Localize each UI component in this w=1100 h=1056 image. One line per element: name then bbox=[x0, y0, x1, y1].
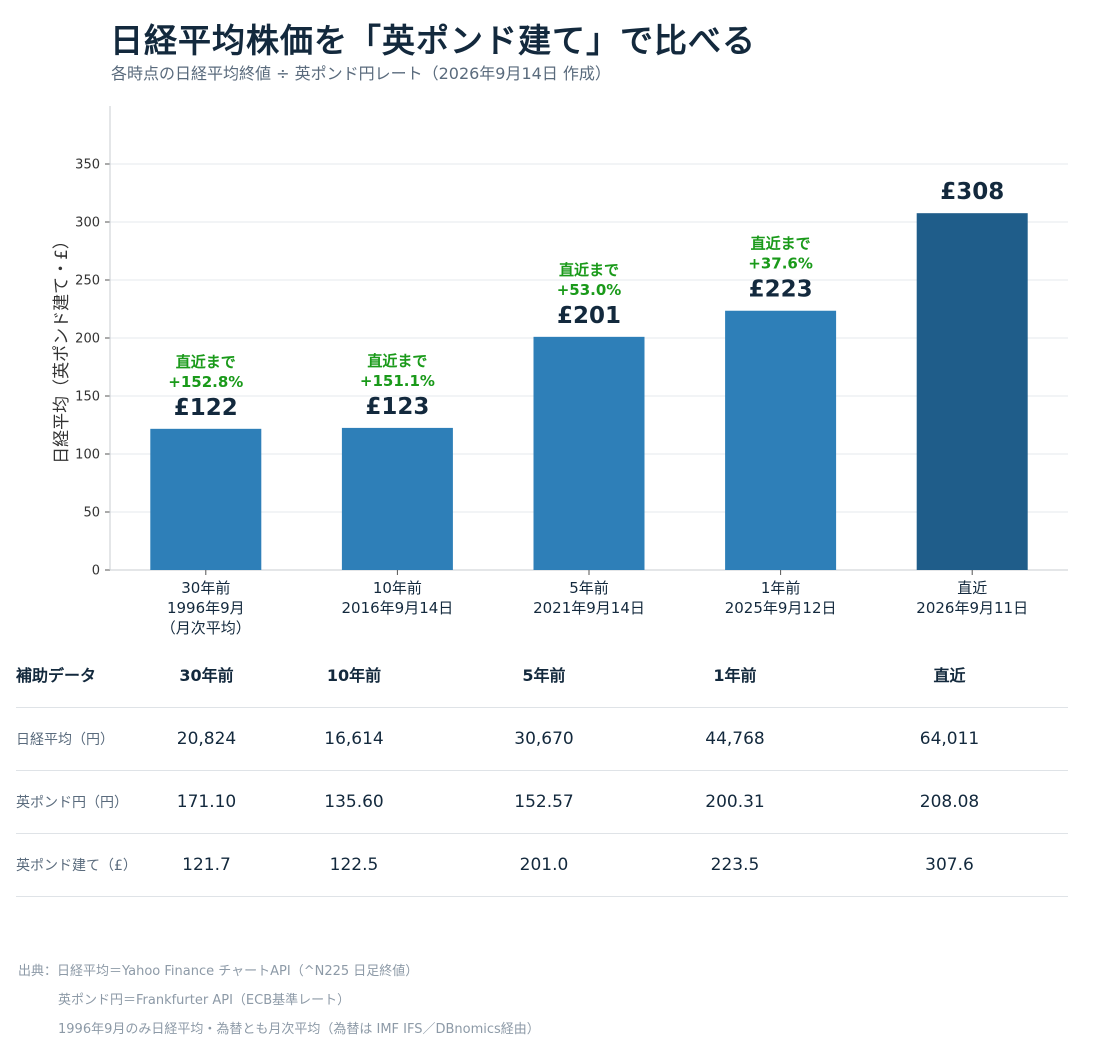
table-cell: 152.57 bbox=[449, 770, 639, 834]
table-cell: 201.0 bbox=[449, 833, 639, 897]
y-tick-label: 50 bbox=[83, 506, 100, 521]
x-tick-label: 直近 bbox=[957, 579, 987, 597]
change-label-percent: +151.1% bbox=[360, 372, 435, 390]
table-column-header: 1年前 bbox=[639, 640, 831, 708]
table-cell: 171.10 bbox=[154, 770, 259, 834]
bar-value-label: £201 bbox=[557, 303, 621, 329]
table-cell: 44,768 bbox=[639, 707, 831, 771]
y-tick-label: 100 bbox=[75, 448, 100, 463]
table-cell: 223.5 bbox=[639, 833, 831, 897]
row-label: 英ポンド建て（£） bbox=[16, 833, 154, 897]
x-tick-label: 30年前 bbox=[181, 579, 230, 597]
bar bbox=[150, 428, 262, 570]
table-cell: 208.08 bbox=[831, 770, 1068, 834]
table-cell: 121.7 bbox=[154, 833, 259, 897]
table-cell: 200.31 bbox=[639, 770, 831, 834]
table-cell: 307.6 bbox=[831, 833, 1068, 897]
x-tick-label: 10年前 bbox=[373, 579, 422, 597]
change-label-heading: 直近まで bbox=[367, 352, 427, 370]
table-cell: 135.60 bbox=[259, 770, 449, 834]
bar bbox=[341, 427, 453, 570]
x-tick-label: 2025年9月12日 bbox=[725, 599, 837, 617]
table-cell: 30,670 bbox=[449, 707, 639, 771]
table-column-header: 5年前 bbox=[449, 640, 639, 708]
table-header-row: 補助データ 30年前 10年前 5年前 1年前 直近 bbox=[16, 640, 1068, 708]
y-tick-label: 200 bbox=[75, 332, 100, 347]
row-label: 日経平均（円） bbox=[16, 707, 154, 771]
change-label-heading: 直近まで bbox=[559, 261, 619, 279]
change-label-heading: 直近まで bbox=[751, 235, 811, 253]
x-tick-label: 5年前 bbox=[569, 579, 609, 597]
bar bbox=[533, 336, 645, 570]
source-notes: 出典：日経平均＝Yahoo Finance チャートAPI（^N225 日足終値… bbox=[18, 962, 540, 1049]
source-line: 出典：日経平均＝Yahoo Finance チャートAPI（^N225 日足終値… bbox=[18, 964, 419, 979]
chart-title: 日経平均株価を「英ポンド建て」で比べる bbox=[110, 21, 756, 60]
bar-value-label: £123 bbox=[365, 394, 429, 420]
table-row-nikkei-gbp: 英ポンド建て（£） 121.7 122.5 201.0 223.5 307.6 bbox=[16, 833, 1068, 897]
chart-subtitle: 各時点の日経平均終値 ÷ 英ポンド円レート（2026年9月14日 作成） bbox=[111, 64, 611, 83]
change-label-percent: +53.0% bbox=[557, 281, 622, 299]
supplementary-data-table: 補助データ 30年前 10年前 5年前 1年前 直近 日経平均（円） 20,82… bbox=[16, 640, 1068, 897]
bar-value-label: £223 bbox=[749, 277, 813, 303]
table-cell: 122.5 bbox=[259, 833, 449, 897]
row-label: 英ポンド円（円） bbox=[16, 770, 154, 834]
y-tick-label: 300 bbox=[75, 216, 100, 231]
change-label-percent: +37.6% bbox=[748, 255, 813, 273]
table-column-header: 10年前 bbox=[259, 640, 449, 708]
table-row-nikkei-yen: 日経平均（円） 20,824 16,614 30,670 44,768 64,0… bbox=[16, 707, 1068, 771]
y-tick-label: 250 bbox=[75, 274, 100, 289]
y-axis-label: 日経平均（英ポンド建て・£） bbox=[52, 232, 72, 464]
x-tick-label: 2021年9月14日 bbox=[533, 599, 645, 617]
y-tick-label: 150 bbox=[75, 390, 100, 405]
bar bbox=[916, 213, 1028, 570]
table-column-header: 30年前 bbox=[154, 640, 259, 708]
table-header-label: 補助データ bbox=[16, 640, 154, 708]
y-tick-label: 350 bbox=[75, 158, 100, 173]
bar-chart: 0 50 100 150 200 250 300 350 日経平均（英ポンド建て・£） 30年前 1… bbox=[52, 106, 1068, 637]
x-tick-label: 2016年9月14日 bbox=[341, 599, 453, 617]
x-tick-label: 1996年9月 bbox=[167, 599, 245, 617]
table-column-header: 直近 bbox=[831, 640, 1068, 708]
table-cell: 16,614 bbox=[259, 707, 449, 771]
change-label-percent: +152.8% bbox=[168, 373, 243, 391]
bar bbox=[725, 310, 837, 570]
bar-value-label: £122 bbox=[174, 395, 238, 421]
change-label-heading: 直近まで bbox=[176, 353, 236, 371]
x-tick-label: 1年前 bbox=[761, 579, 801, 597]
table-cell: 64,011 bbox=[831, 707, 1068, 771]
y-tick-label: 0 bbox=[92, 564, 100, 579]
source-line: 1996年9月のみ日経平均・為替とも月次平均（為替は IMF IFS／DBnom… bbox=[58, 1022, 540, 1037]
bar-value-label: £308 bbox=[940, 179, 1004, 205]
table-cell: 20,824 bbox=[154, 707, 259, 771]
table-row-gbpjpy: 英ポンド円（円） 171.10 135.60 152.57 200.31 208… bbox=[16, 770, 1068, 834]
x-tick-label: 2026年9月11日 bbox=[916, 599, 1028, 617]
source-line: 英ポンド円＝Frankfurter API（ECB基準レート） bbox=[58, 993, 351, 1008]
x-tick-label: （月次平均） bbox=[161, 619, 251, 637]
